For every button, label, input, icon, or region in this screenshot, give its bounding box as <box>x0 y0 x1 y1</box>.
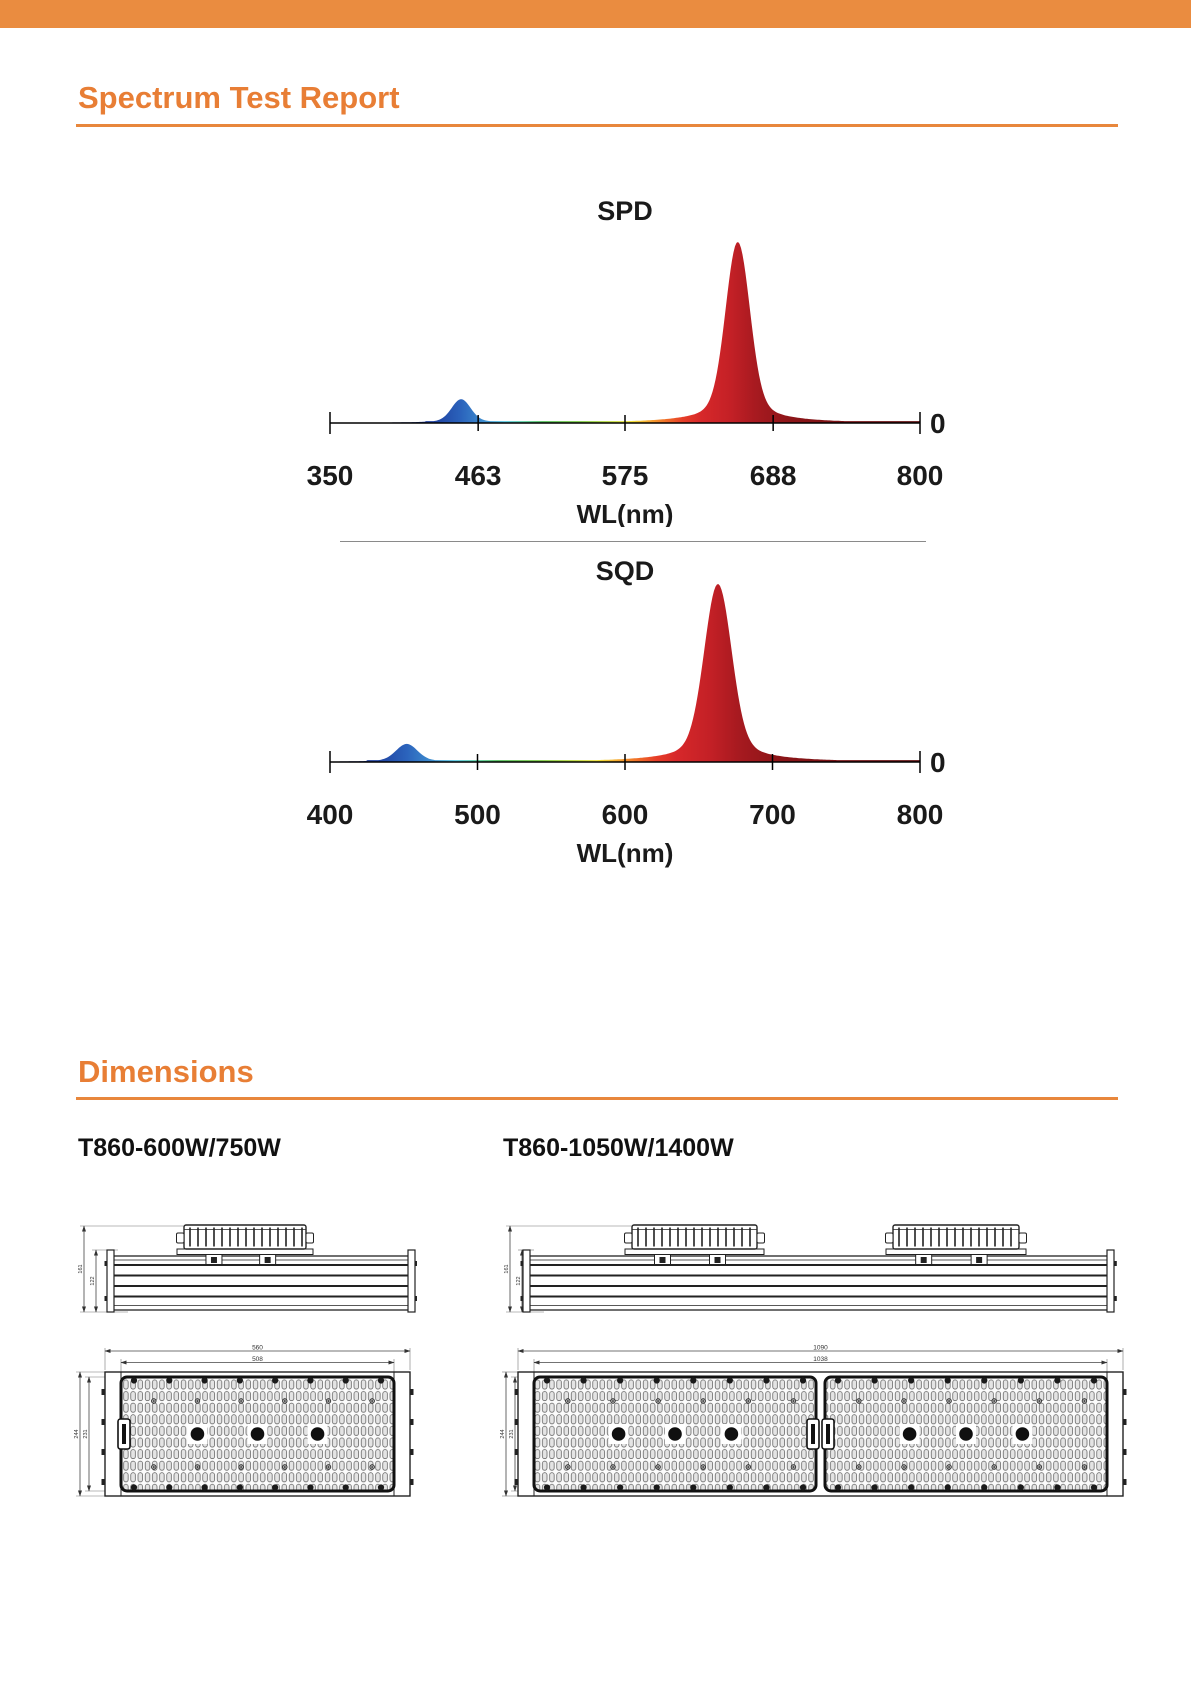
sqd-chart: 400 500 600 700 800 SQD 0 WL(nm) <box>307 556 946 868</box>
spectrum-section-rule <box>76 124 1118 127</box>
side-view-drawing-600w: 161 122 <box>78 1224 417 1313</box>
svg-text:161: 161 <box>78 1264 84 1273</box>
svg-text:0: 0 <box>930 408 946 439</box>
svg-text:700: 700 <box>749 799 796 830</box>
svg-text:122: 122 <box>516 1276 522 1285</box>
bottom-view-drawing-1050w: 1090 1038 244 231 <box>500 1344 1127 1497</box>
spd-chart: 350 463 575 688 800 SPD 0 WL(nm) <box>307 196 946 527</box>
svg-text:161: 161 <box>504 1264 510 1273</box>
svg-text:800: 800 <box>897 460 944 491</box>
svg-text:0: 0 <box>930 747 946 778</box>
model-label-1050w-1400w: T860-1050W/1400W <box>503 1134 734 1162</box>
svg-text:231: 231 <box>83 1429 89 1438</box>
svg-text:1038: 1038 <box>813 1356 828 1363</box>
svg-text:688: 688 <box>750 460 797 491</box>
svg-text:WL(nm): WL(nm) <box>577 838 674 868</box>
svg-text:SQD: SQD <box>596 556 655 586</box>
svg-text:244: 244 <box>74 1429 80 1438</box>
svg-text:508: 508 <box>252 1356 263 1363</box>
spectrum-section-title: Spectrum Test Report <box>78 80 400 115</box>
bottom-view-drawing-600w: 560 508 244 231 <box>74 1344 414 1497</box>
svg-text:400: 400 <box>307 799 354 830</box>
svg-text:1090: 1090 <box>813 1344 828 1351</box>
svg-text:600: 600 <box>602 799 649 830</box>
svg-text:231: 231 <box>509 1429 515 1438</box>
side-view-drawing-1050w: 161 122 <box>504 1224 1117 1313</box>
svg-text:575: 575 <box>602 460 649 491</box>
svg-text:244: 244 <box>500 1429 506 1438</box>
svg-text:WL(nm): WL(nm) <box>577 499 674 527</box>
svg-text:560: 560 <box>252 1344 263 1351</box>
header-bar <box>0 0 1191 28</box>
svg-text:122: 122 <box>90 1276 96 1285</box>
svg-text:500: 500 <box>454 799 501 830</box>
model-label-600w-750w: T860-600W/750W <box>78 1134 281 1162</box>
dimensions-section-title: Dimensions <box>78 1054 254 1089</box>
svg-text:SPD: SPD <box>597 196 653 226</box>
svg-text:463: 463 <box>455 460 502 491</box>
svg-text:350: 350 <box>307 460 354 491</box>
svg-text:800: 800 <box>897 799 944 830</box>
dimensions-section-rule <box>76 1097 1118 1100</box>
chart-divider <box>340 541 926 542</box>
